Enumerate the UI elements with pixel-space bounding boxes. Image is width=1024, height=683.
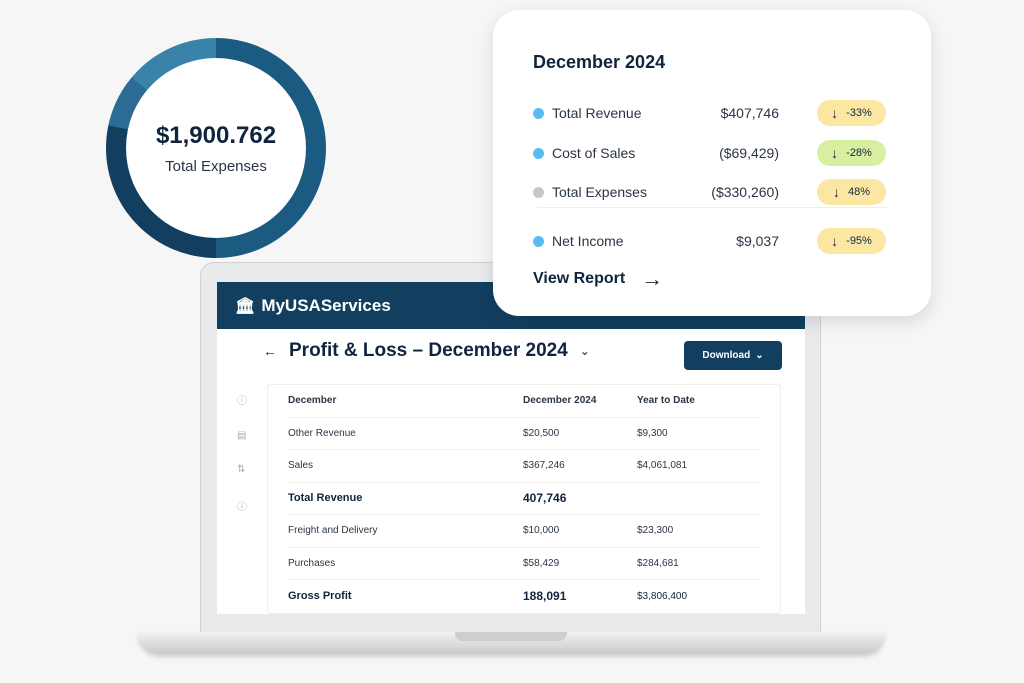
back-arrow-icon[interactable]: ← xyxy=(263,343,277,359)
row-label: Other Revenue xyxy=(288,427,356,439)
row-label: Gross Profit xyxy=(288,590,352,603)
column-header: Year to Date xyxy=(637,395,695,407)
card-title: December 2024 xyxy=(533,52,666,72)
dot-icon xyxy=(533,186,544,198)
row-value: ($69,429) xyxy=(719,145,779,161)
row-label: Sales xyxy=(288,460,314,472)
change-value: -28% xyxy=(846,147,872,159)
dot-icon xyxy=(533,235,544,247)
info-icon[interactable]: ⓘ xyxy=(237,396,247,407)
column-header: December xyxy=(288,395,337,407)
page-title-row: ← Profit & Loss – December 2024 ⌄ xyxy=(263,340,590,362)
laptop-screen: 🏛 MyUSAServices ← Profit & Loss – Decemb… xyxy=(217,282,805,614)
summary-card: December 2024 Total Revenue $407,746 ↓ -3… xyxy=(493,10,931,316)
summary-row-total-expenses: Total Expenses ($330,260) ↓ 48% xyxy=(533,179,886,205)
change-value: -95% xyxy=(846,235,872,247)
change-badge: ↓ -95% xyxy=(817,228,886,254)
arrow-down-icon: ↓ xyxy=(831,233,839,249)
laptop-base xyxy=(138,632,885,654)
dot-icon xyxy=(533,107,544,119)
cell-month: $367,246 xyxy=(523,460,565,472)
arrow-right-icon: → xyxy=(641,266,664,291)
view-report-link[interactable]: View Report → xyxy=(533,266,663,292)
filter-icon[interactable]: ⇅ xyxy=(237,464,246,475)
download-button[interactable]: Download ⌄ xyxy=(684,341,782,370)
row-value: $9,037 xyxy=(736,233,779,249)
table-row: Other Revenue $20,500 $9,300 xyxy=(286,418,762,450)
cell-ytd: $4,061,081 xyxy=(637,460,688,472)
side-icons: ⓘ ▤ ⇅ ⓘ xyxy=(237,392,247,513)
change-value: 48% xyxy=(847,186,871,198)
summary-row-total-revenue: Total Revenue $407,746 ↓ -33% xyxy=(533,100,886,126)
donut-center: $1,900.762 Total Expenses xyxy=(126,58,306,238)
row-label: Purchases xyxy=(288,557,336,569)
cell-ytd: $9,300 xyxy=(637,427,668,439)
cell-month: $58,429 xyxy=(523,557,560,569)
chevron-down-icon: ⌄ xyxy=(755,350,764,361)
row-value: ($330,260) xyxy=(711,184,779,200)
row-label: Total Revenue xyxy=(288,492,363,505)
table-row: Sales $367,246 $4,061,081 xyxy=(286,450,762,483)
row-label: Total Expenses xyxy=(552,184,647,200)
row-label: Cost of Sales xyxy=(552,145,636,161)
total-expenses-value: $1,900.762 xyxy=(155,121,277,149)
cell-month: 407,746 xyxy=(523,491,567,506)
row-value: $407,746 xyxy=(720,105,779,121)
cell-month: $20,500 xyxy=(523,427,560,439)
summary-row-cost-of-sales: Cost of Sales ($69,429) ↓ -28% xyxy=(533,140,886,166)
bank-building-icon: 🏛 xyxy=(235,297,256,315)
row-label: Total Revenue xyxy=(552,105,642,121)
download-label: Download xyxy=(702,350,751,361)
summary-row-net-income: Net Income $9,037 ↓ -95% xyxy=(533,228,886,254)
arrow-down-icon: ↓ xyxy=(831,105,839,121)
change-value: -33% xyxy=(846,107,872,119)
change-badge: ↓ -28% xyxy=(817,140,886,166)
view-report-label: View Report xyxy=(533,270,626,287)
table-row: Freight and Delivery $10,000 $23,300 xyxy=(286,515,762,548)
column-header: December 2024 xyxy=(523,395,597,407)
table-row: Purchases $58,429 $284,681 xyxy=(286,548,762,580)
arrow-down-icon: ↓ xyxy=(831,145,839,161)
divider xyxy=(537,207,887,208)
total-expenses-label: Total Expenses xyxy=(165,157,267,175)
cell-month: $10,000 xyxy=(523,525,560,537)
dot-icon xyxy=(533,147,544,159)
period-dropdown-chevron-icon[interactable]: ⌄ xyxy=(579,344,590,358)
page-title: Profit & Loss – December 2024 xyxy=(289,340,568,361)
row-label: Net Income xyxy=(552,233,624,249)
document-icon[interactable]: ▤ xyxy=(237,430,247,441)
cell-ytd: $3,806,400 xyxy=(637,590,688,602)
arrow-down-icon: ↓ xyxy=(832,184,840,200)
info-icon[interactable]: ⓘ xyxy=(237,502,247,513)
profit-loss-table: December December 2024 Year to Date Othe… xyxy=(267,384,781,614)
row-label: Freight and Delivery xyxy=(288,525,378,537)
cell-ytd: $284,681 xyxy=(637,557,679,569)
change-badge: ↓ 48% xyxy=(817,179,886,205)
table-row-total: Gross Profit 188,091 $3,806,400 xyxy=(286,580,762,613)
cell-month: 188,091 xyxy=(523,589,567,604)
cell-ytd: $23,300 xyxy=(637,525,674,537)
table-row-total: Total Revenue 407,746 xyxy=(286,483,762,515)
brand-name: MyUSAServices xyxy=(261,295,391,315)
change-badge: ↓ -33% xyxy=(817,100,886,126)
laptop-notch xyxy=(455,632,567,641)
total-expenses-donut: $1,900.762 Total Expenses xyxy=(106,38,326,258)
table-header: December December 2024 Year to Date xyxy=(286,385,762,418)
